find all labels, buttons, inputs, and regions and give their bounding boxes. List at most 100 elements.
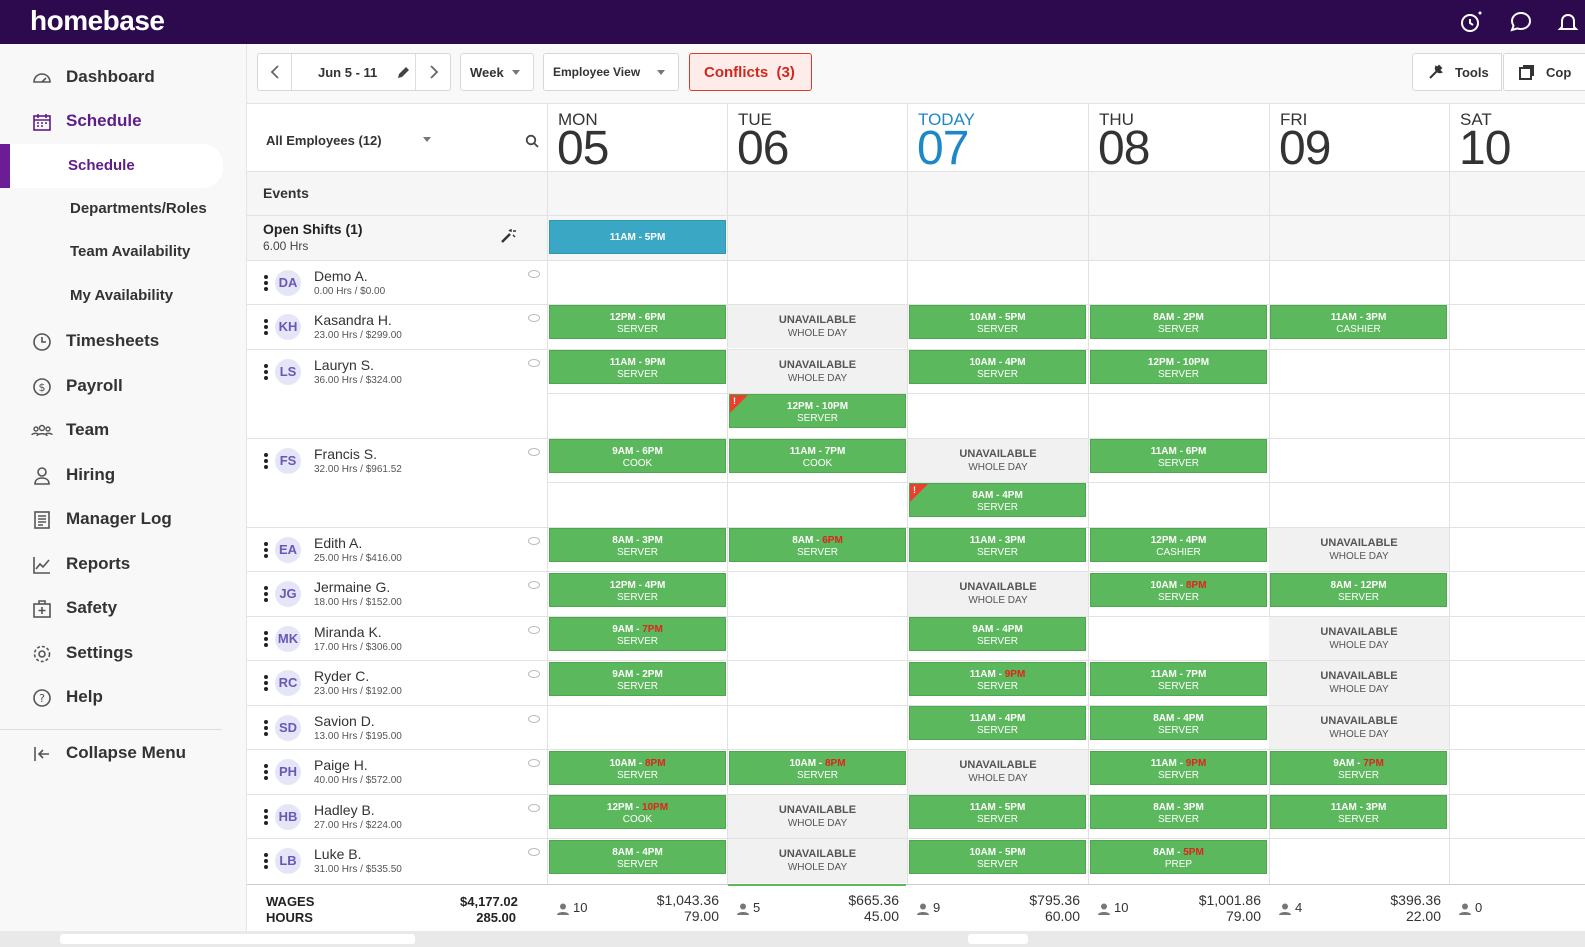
shift-block[interactable]: 8AM - 3PM SERVER (1090, 795, 1267, 829)
conflicts-button[interactable]: Conflicts (3) (689, 53, 812, 91)
sidebar-item-settings[interactable]: Settings (0, 635, 247, 671)
more-options-icon[interactable] (264, 453, 268, 469)
timeclock-icon[interactable] (1458, 10, 1482, 34)
sidebar-subitem-my-availability[interactable]: My Availability (0, 278, 247, 314)
unavailable-block[interactable]: UNAVAILABLE WHOLE DAY (728, 350, 907, 393)
shift-block[interactable]: 12PM - 10PM SERVER (1090, 350, 1267, 384)
shift-block[interactable]: 8AM - 5PM PREP (1090, 840, 1267, 874)
employee-row[interactable]: KH Kasandra H. 23.00 Hrs / $299.00 (247, 304, 547, 349)
employee-row[interactable]: PH Paige H. 40.00 Hrs / $572.00 (247, 749, 547, 794)
shift-block[interactable]: 11AM - 9PM SERVER (909, 662, 1086, 696)
employee-row[interactable]: LB Luke B. 31.00 Hrs / $535.50 (247, 838, 547, 883)
shift-block[interactable]: 8AM - 6PM SERVER (729, 528, 906, 562)
unavailable-block[interactable]: UNAVAILABLE WHOLE DAY (908, 439, 1088, 482)
next-week-button[interactable] (415, 54, 451, 90)
day-header-today[interactable]: TODAY 07 (908, 104, 1089, 175)
shift-block[interactable]: 8AM - 12PM SERVER (1270, 573, 1447, 607)
more-options-icon[interactable] (264, 720, 268, 736)
magic-wand-icon[interactable] (500, 228, 516, 244)
shift-block[interactable]: 8AM - 4PM SERVER (1090, 706, 1267, 740)
eye-icon[interactable] (528, 448, 540, 456)
shift-block[interactable]: 11AM - 3PM SERVER (909, 528, 1086, 562)
shift-block[interactable]: 9AM - 4PM SERVER (909, 617, 1086, 651)
sidebar-item-dashboard[interactable]: Dashboard (0, 59, 247, 95)
horizontal-scrollbar[interactable] (0, 931, 1585, 947)
unavailable-block[interactable]: UNAVAILABLE WHOLE DAY (728, 305, 907, 348)
shift-block[interactable]: 11AM - 5PM SERVER (909, 795, 1086, 829)
shift-block[interactable]: 11AM - 4PM SERVER (909, 706, 1086, 740)
eye-icon[interactable] (528, 270, 540, 278)
eye-icon[interactable] (528, 626, 540, 634)
unavailable-block[interactable]: UNAVAILABLE WHOLE DAY (1269, 617, 1449, 660)
employee-row[interactable]: LS Lauryn S. 36.00 Hrs / $324.00 (247, 349, 547, 438)
shift-block[interactable]: 9AM - 7PM SERVER (549, 617, 726, 651)
shift-block[interactable]: 9AM - 7PM SERVER (1270, 751, 1447, 785)
more-options-icon[interactable] (264, 853, 268, 869)
unavailable-block[interactable]: UNAVAILABLE WHOLE DAY (908, 750, 1088, 794)
day-header-mon[interactable]: MON 05 (548, 104, 728, 175)
day-header-tue[interactable]: TUE 06 (728, 104, 908, 175)
sidebar-item-reports[interactable]: Reports (0, 546, 247, 582)
shift-block[interactable]: 11AM - 7PM COOK (729, 439, 906, 473)
copy-button[interactable]: Cop (1503, 53, 1585, 91)
bell-icon[interactable] (1556, 10, 1580, 34)
tools-button[interactable]: Tools (1412, 53, 1502, 91)
sidebar-subitem-schedule[interactable]: Schedule (0, 144, 223, 188)
more-options-icon[interactable] (264, 809, 268, 825)
day-header-fri[interactable]: FRI 09 (1270, 104, 1450, 175)
unavailable-block[interactable]: UNAVAILABLE WHOLE DAY (908, 572, 1088, 616)
shift-block[interactable]: 10AM - 5PM SERVER (909, 840, 1086, 874)
shift-block[interactable]: 8AM - 4PM SERVER (549, 840, 726, 874)
unavailable-block[interactable]: UNAVAILABLE WHOLE DAY (1269, 706, 1449, 749)
shift-block[interactable]: 11AM - 7PM SERVER (1090, 662, 1267, 696)
sidebar-subitem-departments-roles[interactable]: Departments/Roles (0, 191, 247, 227)
day-header-sat[interactable]: SAT 10 (1450, 104, 1585, 175)
eye-icon[interactable] (528, 670, 540, 678)
sidebar-item-hiring[interactable]: Hiring (0, 457, 247, 493)
sidebar-item-team[interactable]: Team (0, 412, 247, 448)
prev-week-button[interactable] (258, 54, 292, 90)
pencil-icon[interactable] (396, 66, 410, 80)
unavailable-block[interactable]: UNAVAILABLE WHOLE DAY (1269, 528, 1449, 571)
sidebar-item-help[interactable]: ? Help (0, 679, 247, 715)
search-icon[interactable] (525, 134, 539, 148)
sidebar-subitem-team-availability[interactable]: Team Availability (0, 234, 247, 270)
employee-filter[interactable]: All Employees (12) (247, 104, 547, 171)
shift-block[interactable]: 9AM - 2PM SERVER (549, 662, 726, 696)
employee-row[interactable]: RC Ryder C. 23.00 Hrs / $192.00 (247, 660, 547, 705)
period-select[interactable]: Week (460, 53, 534, 91)
shift-block[interactable]: 10AM - 8PM SERVER (1090, 573, 1267, 607)
open-shift-block[interactable]: 11AM - 5PM (549, 220, 726, 254)
more-options-icon[interactable] (264, 319, 268, 335)
shift-block-conflict[interactable]: ! 12PM - 10PM SERVER (729, 394, 906, 428)
homebase-logo[interactable]: homebase (30, 5, 165, 36)
unavailable-block[interactable]: UNAVAILABLE WHOLE DAY (1269, 661, 1449, 705)
scrollbar-thumb[interactable] (60, 934, 415, 944)
eye-icon[interactable] (528, 804, 540, 812)
shift-block[interactable]: 10AM - 5PM SERVER (909, 305, 1086, 339)
eye-icon[interactable] (528, 314, 540, 322)
employee-row[interactable]: HB Hadley B. 27.00 Hrs / $224.00 (247, 794, 547, 838)
unavailable-block[interactable]: UNAVAILABLE WHOLE DAY (728, 839, 907, 883)
sidebar-item-timesheets[interactable]: Timesheets (0, 323, 247, 359)
shift-block[interactable]: 8AM - 2PM SERVER (1090, 305, 1267, 339)
chat-icon[interactable] (1509, 10, 1533, 34)
shift-block[interactable]: 11AM - 9PM SERVER (549, 350, 726, 384)
shift-block-conflict[interactable]: ! 8AM - 4PM SERVER (909, 483, 1086, 517)
date-range-label[interactable]: Jun 5 - 11 (318, 65, 378, 80)
shift-block[interactable]: 10AM - 4PM SERVER (909, 350, 1086, 384)
more-options-icon[interactable] (264, 275, 268, 291)
more-options-icon[interactable] (264, 675, 268, 691)
more-options-icon[interactable] (264, 542, 268, 558)
shift-block[interactable]: 10AM - 8PM SERVER (729, 751, 906, 785)
shift-block[interactable]: 10AM - 8PM SERVER (549, 751, 726, 785)
shift-block[interactable]: 11AM - 9PM SERVER (1090, 751, 1267, 785)
shift-block[interactable]: 9AM - 6PM COOK (549, 439, 726, 473)
eye-icon[interactable] (528, 359, 540, 367)
more-options-icon[interactable] (264, 764, 268, 780)
employee-row[interactable]: SD Savion D. 13.00 Hrs / $195.00 (247, 705, 547, 749)
collapse-menu-button[interactable]: Collapse Menu (0, 735, 247, 771)
sidebar-item-safety[interactable]: Safety (0, 590, 247, 626)
shift-block[interactable]: 11AM - 3PM SERVER (1270, 795, 1447, 829)
shift-block[interactable]: 11AM - 3PM CASHIER (1270, 305, 1447, 339)
